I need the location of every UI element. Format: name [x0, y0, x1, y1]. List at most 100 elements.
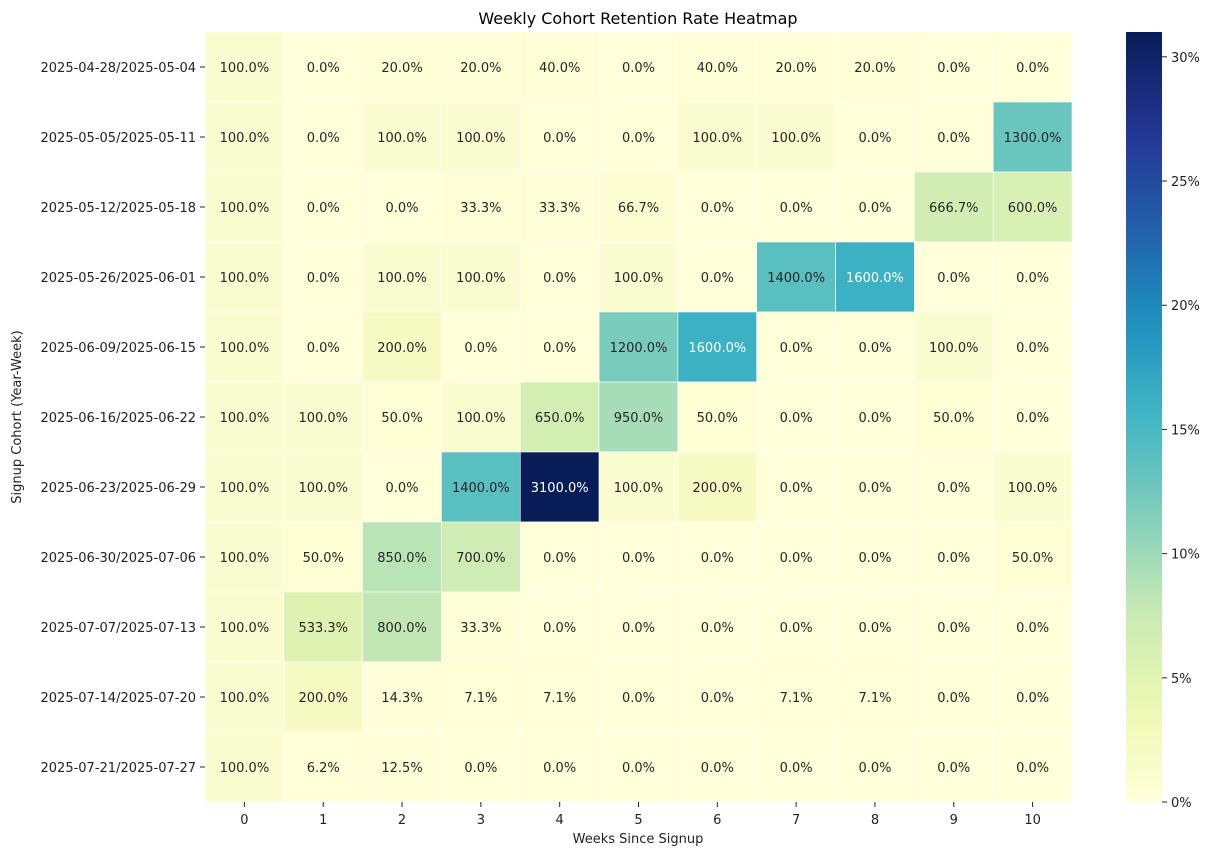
heatmap-cell [914, 731, 994, 803]
cell-value-label: 0.0% [307, 271, 340, 286]
cell-value-label: 600.0% [1008, 201, 1058, 216]
cell-value-label: 100.0% [220, 551, 270, 566]
cell-value-label: 1600.0% [846, 271, 904, 286]
cell-value-label: 0.0% [622, 131, 655, 146]
x-tick-label: 10 [1024, 813, 1041, 828]
cell-value-label: 200.0% [377, 341, 427, 356]
x-tick-label: 7 [792, 813, 800, 828]
heatmap-cell [914, 451, 994, 523]
heatmap-cell [204, 661, 285, 733]
cell-value-label: 3100.0% [531, 481, 589, 496]
cell-value-label: 0.0% [1016, 761, 1049, 776]
cell-value-label: 100.0% [298, 411, 348, 426]
heatmap-cell [519, 171, 600, 243]
cell-value-label: 0.0% [858, 551, 891, 566]
cell-value-label: 0.0% [543, 131, 576, 146]
heatmap-cell [362, 31, 442, 103]
heatmap-cell [756, 731, 836, 803]
colorbar-tick-label: 15% [1171, 423, 1200, 438]
heatmap-cell [914, 521, 994, 593]
heatmap-cell [519, 31, 600, 103]
cell-value-label: 200.0% [693, 481, 743, 496]
cell-value-label: 100.0% [220, 691, 270, 706]
x-tick-label: 3 [477, 813, 485, 828]
heatmap-cell [204, 381, 285, 453]
cell-value-label: 0.0% [858, 621, 891, 636]
cell-value-label: 0.0% [386, 481, 419, 496]
cell-value-label: 1400.0% [767, 271, 825, 286]
heatmap-cell [441, 381, 521, 453]
heatmap-cell [835, 311, 915, 383]
y-axis-label: Signup Cohort (Year-Week) [10, 330, 25, 503]
cell-value-label: 100.0% [456, 131, 506, 146]
cell-value-label: 12.5% [381, 761, 422, 776]
cell-value-label: 0.0% [622, 691, 655, 706]
cell-value-label: 20.0% [775, 61, 816, 76]
cell-value-label: 950.0% [614, 411, 664, 426]
cell-value-label: 0.0% [937, 131, 970, 146]
heatmap-cell [519, 521, 600, 593]
heatmap-cell [204, 101, 285, 173]
cell-value-label: 20.0% [381, 61, 422, 76]
cell-value-label: 0.0% [701, 271, 734, 286]
cell-value-label: 50.0% [303, 551, 344, 566]
heatmap-cell [756, 661, 836, 733]
colorbar-tick-label: 20% [1171, 299, 1200, 314]
y-tick-label: 2025-06-09/2025-06-15 [41, 341, 196, 356]
heatmap-cell [598, 31, 679, 103]
cell-value-label: 100.0% [220, 761, 270, 776]
cell-value-label: 0.0% [780, 481, 813, 496]
heatmap-cell [914, 591, 994, 663]
heatmap-cell [598, 731, 679, 803]
cell-value-label: 700.0% [456, 551, 506, 566]
heatmap-cell [756, 521, 836, 593]
heatmap-cell [441, 451, 521, 523]
cell-value-label: 0.0% [464, 341, 497, 356]
cell-value-label: 100.0% [456, 411, 506, 426]
cell-value-label: 0.0% [622, 61, 655, 76]
cell-value-label: 100.0% [377, 131, 427, 146]
heatmap-cell [204, 731, 285, 803]
cell-value-label: 0.0% [937, 61, 970, 76]
heatmap-cell [598, 311, 679, 383]
y-tick-label: 2025-05-26/2025-06-01 [41, 271, 196, 286]
heatmap-cell [677, 311, 758, 383]
cell-value-label: 650.0% [535, 411, 585, 426]
heatmap-cell [992, 101, 1073, 173]
cell-value-label: 33.3% [460, 621, 501, 636]
heatmap-cell [992, 381, 1073, 453]
heatmap-cell [441, 591, 521, 663]
x-tick-label: 5 [634, 813, 642, 828]
heatmap-cell [362, 171, 442, 243]
cell-value-label: 50.0% [1012, 551, 1053, 566]
heatmap-cell [914, 241, 994, 313]
heatmap-cell [992, 241, 1073, 313]
heatmap-cell [283, 241, 363, 313]
cell-value-label: 800.0% [377, 621, 427, 636]
heatmap-cell [598, 591, 679, 663]
heatmap-cell [283, 381, 363, 453]
y-tick-label: 2025-05-05/2025-05-11 [41, 131, 196, 146]
heatmap-cell [519, 311, 600, 383]
heatmap-cell [362, 591, 442, 663]
cell-value-label: 100.0% [929, 341, 979, 356]
heatmap-cell [204, 31, 285, 103]
cell-value-label: 0.0% [937, 761, 970, 776]
cell-value-label: 1300.0% [1004, 131, 1062, 146]
cell-value-label: 6.2% [307, 761, 340, 776]
heatmap-cell [598, 171, 679, 243]
heatmap-cell [519, 661, 600, 733]
heatmap-cell [992, 311, 1073, 383]
cell-value-label: 66.7% [618, 201, 659, 216]
heatmap-cell [992, 451, 1073, 523]
heatmap-cell [519, 241, 600, 313]
cell-value-label: 100.0% [771, 131, 821, 146]
heatmap-cell [756, 591, 836, 663]
heatmap-cell [677, 591, 758, 663]
cell-value-label: 0.0% [780, 761, 813, 776]
heatmap-cell [598, 241, 679, 313]
cell-value-label: 0.0% [543, 761, 576, 776]
heatmap-cells: 100.0% 0.0% 20.0% 20.0% 40.0% 0.0% 40.0% 20.0% 2… [204, 31, 1073, 803]
heatmap-cell [362, 451, 442, 523]
